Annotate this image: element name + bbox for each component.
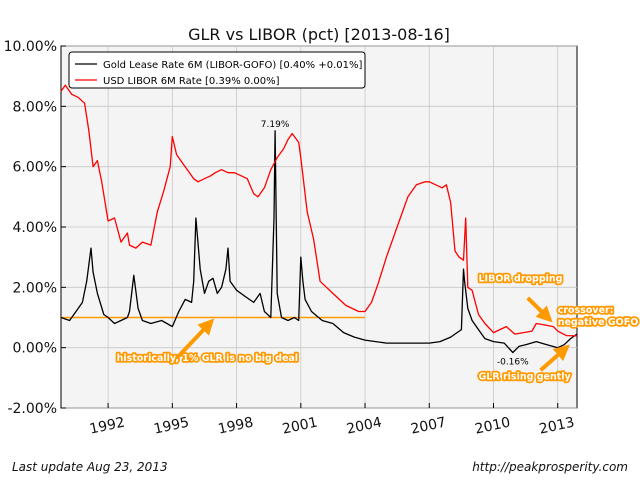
value-annotation: -0.16% <box>497 357 529 367</box>
y-tick-label: -2.00% <box>7 401 57 417</box>
value-annotation: 7.19% <box>261 120 290 130</box>
x-tick-label: 2007 <box>409 415 447 438</box>
y-tick-label: 4.00% <box>13 220 57 236</box>
annotations: 7.19% -0.16% historically, 1% GLR is no bi… <box>115 120 640 384</box>
x-tick-label: 2010 <box>474 415 512 438</box>
legend-box <box>68 51 366 89</box>
y-tick-label: 10.00% <box>4 39 57 55</box>
legend-label: Gold Lease Rate 6M (LIBOR-GOFO) [0.40% +… <box>103 60 362 71</box>
source-url-text: http://peakprosperity.com <box>472 460 628 474</box>
annotation-arrow <box>526 296 553 323</box>
x-tick-label: 1992 <box>88 415 126 438</box>
y-tick-label: 8.00% <box>13 99 57 115</box>
callout-annotation: LIBOR dropping <box>479 273 563 284</box>
x-tick-label: 2001 <box>281 415 319 438</box>
legend-label: USD LIBOR 6M Rate [0.39% 0.00%] <box>103 76 280 87</box>
y-tick-label: 0.00% <box>13 341 57 357</box>
x-tick-label: 2013 <box>538 415 576 438</box>
last-update-text: Last update Aug 23, 2013 <box>12 460 168 474</box>
callout-annotation: GLR rising gently <box>479 371 572 382</box>
axes: -2.00% 0.00% 2.00% 4.00% 6.00% 8.00% 10.00% 199… <box>4 39 576 438</box>
annotation-arrow <box>539 344 570 372</box>
callout-annotation: crossover: <box>558 305 614 316</box>
y-tick-label: 6.00% <box>13 160 57 176</box>
gridlines <box>61 45 577 409</box>
callout-annotation: historically, 1% GLR is no big deal <box>117 353 298 364</box>
legend: Gold Lease Rate 6M (LIBOR-GOFO) [0.40% +… <box>68 51 366 89</box>
series-line-gold-lease-rate <box>60 130 578 354</box>
chart-title: GLR vs LIBOR (pct) [2013-08-16] <box>188 25 450 44</box>
x-tick-label: 1995 <box>152 415 190 438</box>
callout-annotation: negative GOFO <box>558 317 639 328</box>
x-tick-label: 2004 <box>345 415 383 438</box>
series-group <box>60 84 578 354</box>
series-line-usd-libor <box>60 84 578 337</box>
x-tick-label: 1998 <box>217 415 255 438</box>
annotation-arrow <box>175 318 215 360</box>
y-tick-label: 2.00% <box>13 280 57 296</box>
